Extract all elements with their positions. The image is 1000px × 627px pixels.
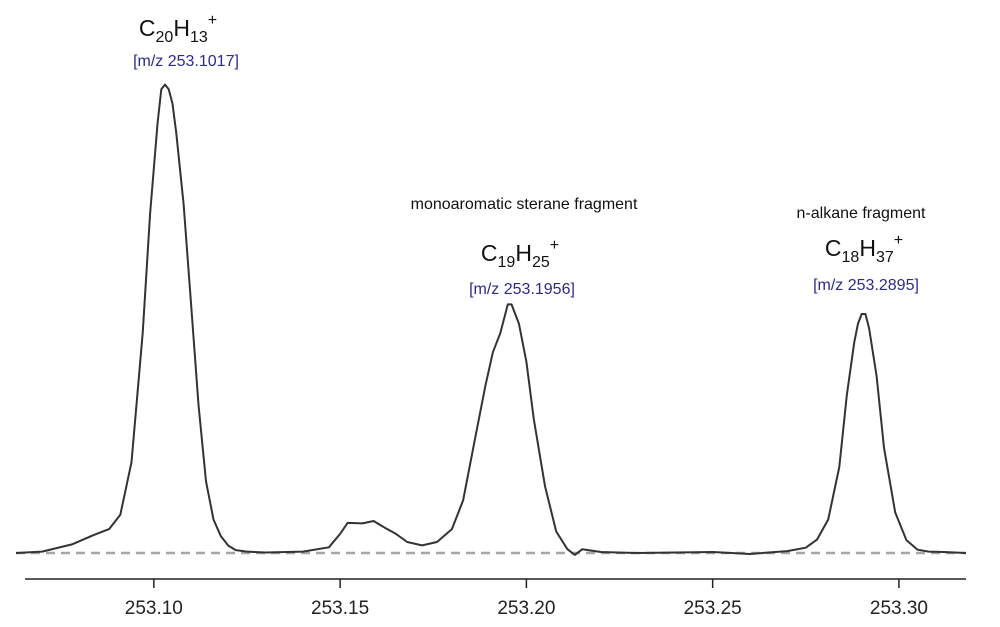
peak-2-annotation: monoaromatic sterane fragment C19H25+ [m… — [411, 196, 638, 298]
peak-2-formula: C19H25+ — [481, 237, 559, 271]
peak-3-formula: C18H37+ — [825, 232, 903, 266]
peak-3-note: n-alkane fragment — [797, 205, 927, 222]
x-tick-label: 253.15 — [311, 598, 369, 619]
peak-2-note: monoaromatic sterane fragment — [411, 196, 638, 213]
peak-1-formula: C20H13+ — [139, 12, 217, 46]
x-axis-ticks: 253.10 253.15 253.20 253.25 253.30 — [125, 579, 928, 619]
x-tick-label: 253.10 — [125, 598, 183, 619]
peak-2-mz-label: [m/z 253.1956] — [469, 281, 575, 298]
peak-1-mz-label: [m/z 253.1017] — [133, 53, 239, 70]
peak-3-mz-label: [m/z 253.2895] — [813, 277, 919, 294]
x-tick-label: 253.25 — [684, 598, 742, 619]
x-tick-label: 253.20 — [497, 598, 555, 619]
x-tick-label: 253.30 — [870, 598, 928, 619]
peak-3-annotation: n-alkane fragment C18H37+ [m/z 253.2895] — [797, 205, 927, 294]
peak-1-annotation: C20H13+ [m/z 253.1017] — [133, 12, 239, 70]
spectrum-line — [15, 83, 967, 556]
